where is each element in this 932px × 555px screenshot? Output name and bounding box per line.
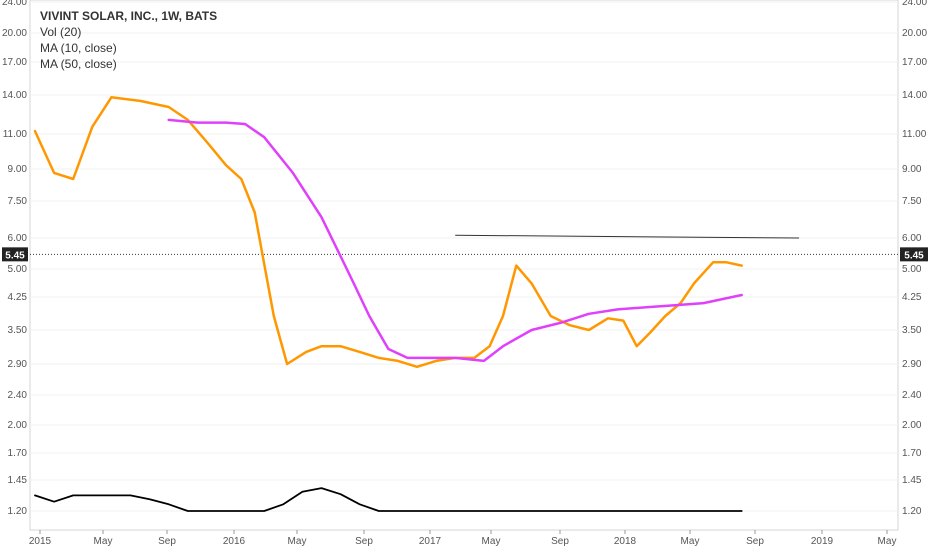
y-tick-label-right: 6.00 bbox=[902, 233, 922, 244]
x-tick-label: May bbox=[878, 536, 897, 547]
x-tick-label: 2015 bbox=[29, 536, 52, 547]
x-tick-label: May bbox=[288, 536, 307, 547]
y-tick-label-left: 14.00 bbox=[2, 90, 27, 101]
series-line-2 bbox=[34, 487, 743, 512]
y-tick-label-right: 24.00 bbox=[902, 0, 927, 8]
y-tick-label-left: 24.00 bbox=[2, 0, 27, 8]
y-tick-label-left: 2.40 bbox=[8, 390, 28, 401]
y-tick-label-right: 7.50 bbox=[902, 196, 922, 207]
legend-volume: Vol (20) bbox=[40, 25, 82, 39]
x-tick-label: 2017 bbox=[419, 536, 442, 547]
x-tick-label: Sep bbox=[355, 536, 373, 547]
x-tick-label: 2019 bbox=[811, 536, 834, 547]
y-tick-label-right: 5.00 bbox=[902, 264, 922, 275]
y-tick-label-left: 1.45 bbox=[8, 475, 28, 486]
y-tick-label-right: 20.00 bbox=[902, 28, 927, 39]
legend-ma50: MA (50, close) bbox=[40, 57, 117, 71]
y-tick-label-right: 2.00 bbox=[902, 420, 922, 431]
last-price-badge-right bbox=[900, 247, 928, 262]
last-price-badge-left bbox=[2, 247, 28, 262]
x-tick-label: Sep bbox=[746, 536, 764, 547]
chart-legend: VIVINT SOLAR, INC., 1W, BATS Vol (20) MA… bbox=[40, 8, 217, 72]
x-tick-label: May bbox=[482, 536, 501, 547]
y-tick-label-left: 11.00 bbox=[3, 129, 28, 140]
y-tick-label-left: 1.20 bbox=[8, 506, 28, 517]
y-tick-label-left: 6.00 bbox=[8, 233, 28, 244]
y-tick-label-right: 1.20 bbox=[902, 506, 922, 517]
plot-frame bbox=[29, 0, 899, 531]
y-tick-label-left: 17.00 bbox=[2, 57, 27, 68]
x-tick-label: May bbox=[681, 536, 700, 547]
resistance-line bbox=[455, 234, 800, 239]
legend-ma10: MA (10, close) bbox=[40, 41, 117, 55]
x-tick-label: 2016 bbox=[223, 536, 246, 547]
y-tick-label-left: 7.50 bbox=[8, 196, 28, 207]
last-price-value-right: 5.45 bbox=[904, 250, 924, 261]
y-tick-label-left: 5.00 bbox=[8, 264, 28, 275]
y-tick-label-left: 4.25 bbox=[8, 292, 28, 303]
y-tick-label-left: 3.50 bbox=[8, 325, 28, 336]
y-tick-label-right: 1.45 bbox=[902, 475, 922, 486]
x-tick-label: 2018 bbox=[614, 536, 637, 547]
y-tick-label-right: 9.00 bbox=[902, 164, 922, 175]
y-tick-label-left: 2.00 bbox=[8, 420, 28, 431]
y-tick-label-left: 2.90 bbox=[8, 359, 28, 370]
y-tick-label-right: 1.70 bbox=[902, 448, 922, 459]
y-tick-label-left: 20.00 bbox=[2, 28, 27, 39]
y-tick-label-right: 2.90 bbox=[902, 359, 922, 370]
series-line-1 bbox=[167, 118, 743, 363]
chart-title: VIVINT SOLAR, INC., 1W, BATS bbox=[40, 9, 218, 23]
series-line-0 bbox=[33, 96, 743, 369]
y-tick-label-right: 17.00 bbox=[902, 57, 927, 68]
last-price-value-left: 5.45 bbox=[5, 250, 25, 261]
y-tick-label-right: 14.00 bbox=[902, 90, 927, 101]
y-tick-label-right: 3.50 bbox=[902, 325, 922, 336]
x-tick-label: May bbox=[94, 536, 113, 547]
x-tick-label: Sep bbox=[158, 536, 176, 547]
x-tick-label: Sep bbox=[551, 536, 569, 547]
y-tick-label-left: 1.70 bbox=[8, 448, 28, 459]
y-tick-label-right: 2.40 bbox=[902, 390, 922, 401]
y-tick-label-left: 9.00 bbox=[8, 164, 28, 175]
y-tick-label-right: 11.00 bbox=[902, 129, 927, 140]
y-tick-label-right: 4.25 bbox=[902, 292, 922, 303]
